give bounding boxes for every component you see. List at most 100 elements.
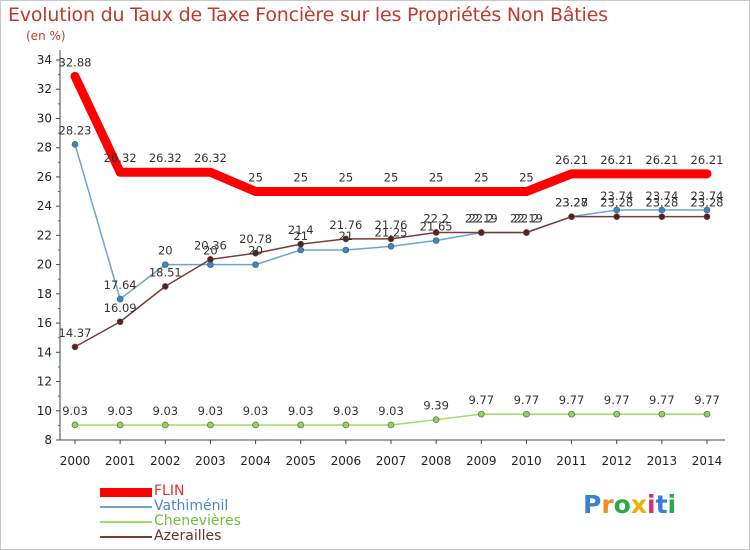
data-label: 9.03 [152,404,178,418]
data-point [703,410,711,418]
logo-letter: t [655,490,668,519]
data-label: 14.37 [59,326,92,340]
data-label: 20.36 [194,238,227,252]
data-point [252,249,259,257]
data-label: 17.64 [104,278,137,292]
x-tick-label: 2012 [601,454,632,468]
data-point [568,213,575,220]
data-point [613,410,621,418]
legend-item-vathiménil: Vathiménil [100,498,360,515]
data-label: 23.74 [691,189,724,203]
data-point [252,421,259,429]
data-label: 25 [384,171,399,185]
data-label: 25 [339,171,354,185]
data-point [387,235,395,243]
data-label: 22.2 [514,211,540,225]
series-line-flin [70,71,712,197]
data-label: 20 [248,244,263,258]
data-label: 9.39 [423,399,449,413]
data-point [613,206,621,214]
legend-item-flin: FLIN [100,483,360,500]
data-label: 20 [158,244,173,258]
data-point [161,283,169,290]
data-point [161,261,169,268]
logo-letter: i [667,490,677,519]
data-label: 9.77 [649,393,675,407]
data-point [297,240,305,248]
data-point [71,421,79,429]
data-label: 25 [429,171,444,185]
data-label: 25 [293,171,308,185]
data-label: 9.03 [107,404,133,418]
data-label: 23.74 [645,189,678,203]
data-point [161,421,169,429]
data-label: 9.03 [62,404,88,418]
data-label: 9.77 [559,393,585,407]
data-label: 9.77 [468,393,494,407]
data-label: 23.28 [600,196,633,210]
y-tick-label: 16 [37,316,52,330]
data-label: 26.21 [555,153,588,167]
data-label: 9.77 [694,393,720,407]
data-point [703,206,711,214]
data-label: 9.77 [514,393,540,407]
data-label: 21.76 [375,218,408,232]
y-tick-label: 14 [37,345,52,359]
data-point [116,295,124,303]
data-label: 22.19 [510,212,543,226]
data-point [342,235,350,243]
data-point [207,421,214,429]
data-label: 9.77 [604,393,630,407]
y-tick-label: 22 [37,228,52,242]
x-tick-label: 2001 [105,454,136,468]
legend-swatch [100,521,152,523]
legend-item-azerailles: Azerailles [100,528,360,545]
data-label: 21.4 [288,223,314,237]
data-label: 22.19 [465,212,498,226]
data-point [613,213,621,220]
data-point [658,206,666,214]
data-label: 20 [203,244,218,258]
x-tick-label: 2000 [60,454,91,468]
data-label: 26.32 [149,151,182,165]
logo-letter: r [601,490,614,519]
x-tick-label: 2004 [240,454,271,468]
data-label: 25 [519,171,534,185]
x-tick-label: 2002 [150,454,181,468]
data-label: 23.28 [555,196,588,210]
y-tick-label: 24 [37,199,52,213]
x-tick-label: 2007 [376,454,407,468]
legend-label: FLIN [154,483,185,499]
legend-swatch [100,488,152,497]
chart-legend: FLIN Vathiménil Chenevières Azerailles [100,483,360,545]
data-label: 20.78 [239,232,272,246]
data-label: 9.03 [288,404,314,418]
data-point [658,213,666,220]
data-point [71,141,79,148]
data-point [252,261,259,268]
legend-label: Chenevières [154,513,241,529]
data-point [116,421,124,429]
x-tick-label: 2013 [647,454,678,468]
x-tick-label: 2010 [511,454,542,468]
data-label: 18.51 [149,265,182,279]
y-tick-label: 12 [37,375,52,389]
data-label: 22.2 [423,211,449,225]
data-label: 26.32 [194,151,227,165]
x-tick-label: 2003 [195,454,226,468]
data-label: 9.03 [243,404,269,418]
x-tick-label: 2005 [285,454,316,468]
data-point [432,229,440,236]
legend-swatch [100,506,152,508]
logo-letter: o [613,490,631,519]
legend-item-chenevières: Chenevières [100,513,360,530]
data-point [116,318,124,326]
data-point [523,229,530,236]
data-point [568,410,575,418]
data-label: 26.21 [600,153,633,167]
data-label: 21.65 [420,220,453,234]
data-label: 26.32 [104,151,137,165]
logo-letter: P [583,490,602,519]
data-label: 26.21 [645,153,678,167]
